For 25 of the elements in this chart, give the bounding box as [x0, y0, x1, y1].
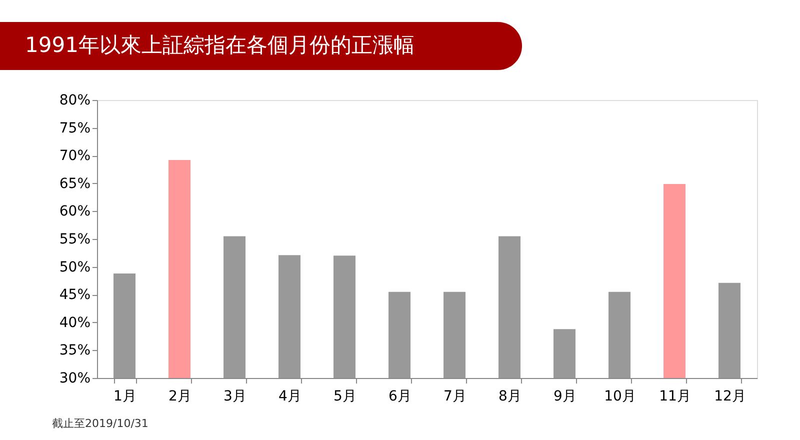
x-tick-label: 10月 — [604, 388, 636, 404]
y-tick-label: 40% — [59, 314, 90, 331]
x-tick-label: 9月 — [554, 388, 576, 404]
x-tick-label: 7月 — [444, 388, 466, 404]
y-tick-label: 80% — [59, 92, 90, 108]
x-tick-label: 6月 — [388, 388, 412, 404]
y-tick-label: 65% — [59, 176, 90, 192]
x-tick-label: 12月 — [714, 388, 746, 404]
chart-title: 1991年以來上証綜指在各個月份的正漲幅 — [25, 33, 414, 57]
x-tick-label: 5月 — [334, 388, 356, 404]
x-tick-label: 11月 — [659, 388, 691, 404]
text: 截止至2019/10/31 — [52, 417, 148, 430]
y-tick-label: 75% — [59, 120, 90, 136]
x-tick-label: 2月 — [168, 388, 192, 404]
y-tick-label: 30% — [59, 370, 90, 386]
y-tick-label: 50% — [59, 259, 90, 276]
x-tick-label: 8月 — [498, 388, 522, 404]
y-tick-label: 45% — [59, 287, 90, 304]
x-tick-label: 1月 — [114, 388, 136, 404]
y-tick-label: 55% — [59, 232, 90, 248]
y-tick-label: 60% — [59, 204, 90, 220]
x-tick-label: 3月 — [224, 388, 246, 404]
y-tick-label: 70% — [59, 148, 90, 164]
x-tick-label: 4月 — [278, 388, 302, 404]
y-tick-label: 35% — [59, 342, 90, 359]
